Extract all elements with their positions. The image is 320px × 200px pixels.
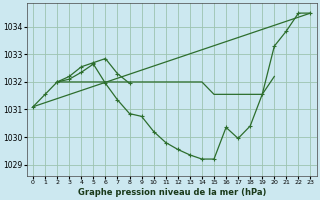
X-axis label: Graphe pression niveau de la mer (hPa): Graphe pression niveau de la mer (hPa) [77, 188, 266, 197]
